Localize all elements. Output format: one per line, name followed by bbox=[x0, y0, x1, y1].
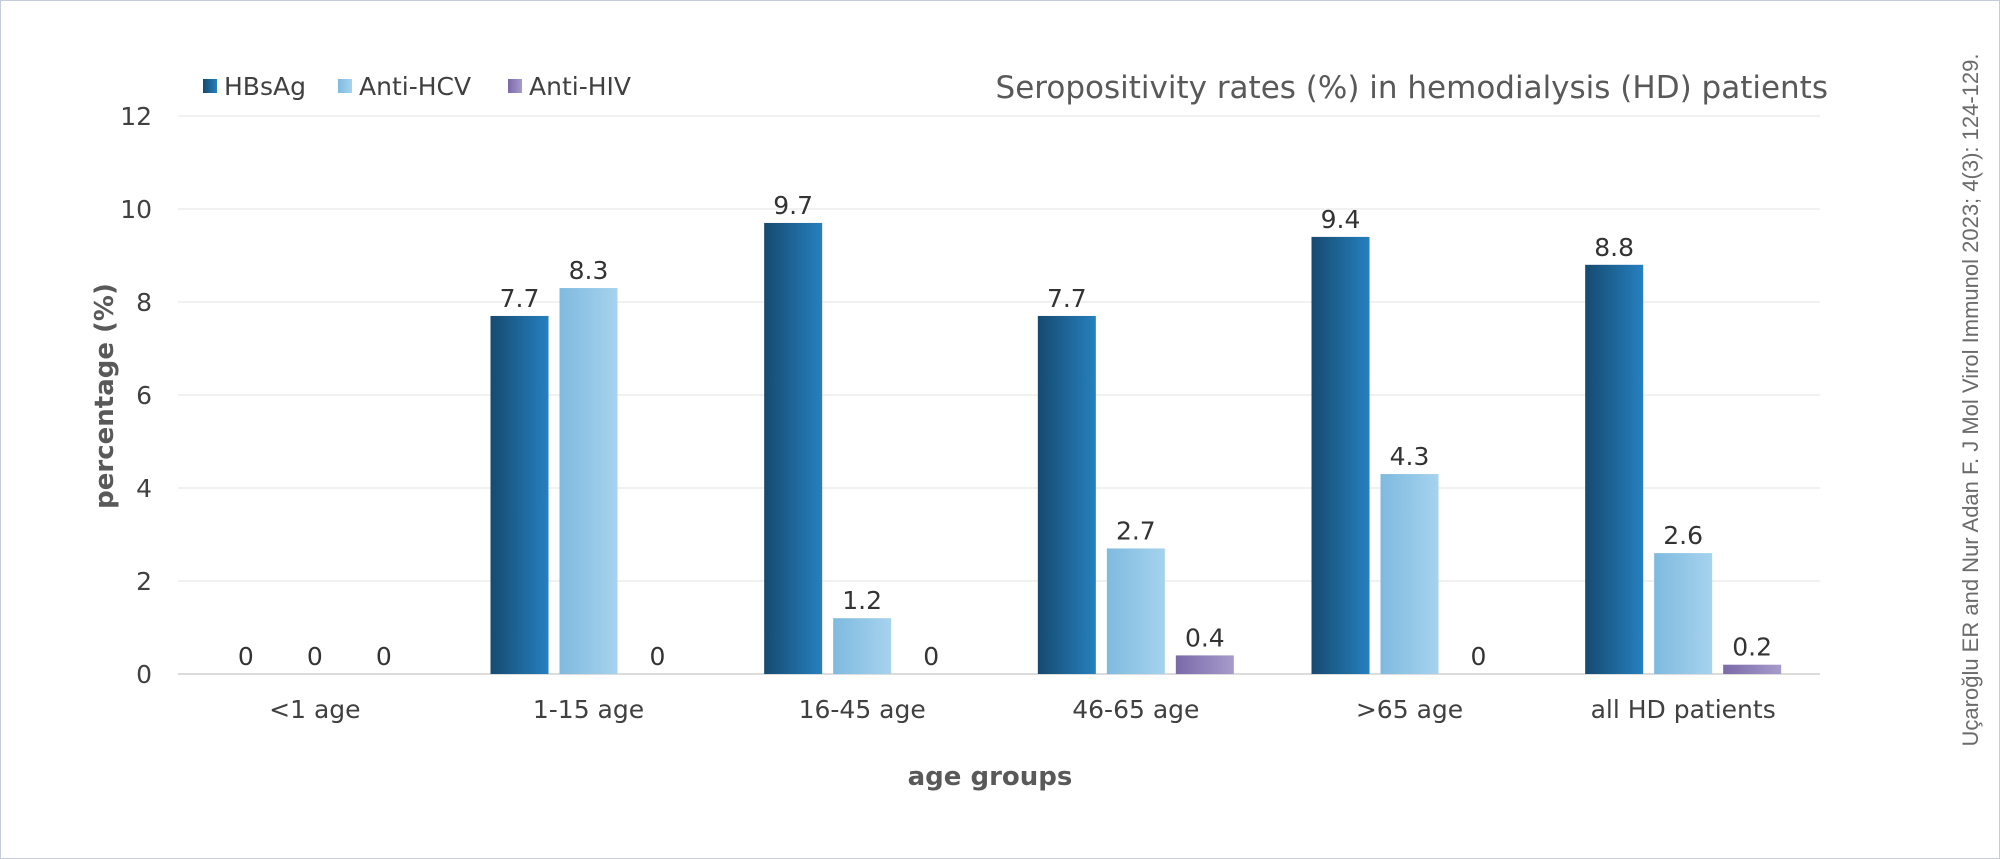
y-tick-label-0: 0 bbox=[136, 660, 152, 689]
bar-hbsag-all-hd-patients bbox=[1585, 264, 1644, 674]
x-tick-label-16-45-age: 16-45 age bbox=[799, 695, 926, 724]
x-tick-label-1-age: <1 age bbox=[269, 695, 360, 724]
gridlines bbox=[178, 115, 1820, 675]
data-label-anti-hcv-46-65-age: 2.7 bbox=[1116, 516, 1156, 545]
x-axis-title: age groups bbox=[908, 762, 1073, 792]
data-label-anti-hiv-1-15-age: 0 bbox=[650, 642, 666, 671]
y-tick-label-10: 10 bbox=[120, 195, 152, 224]
legend-label-anti-hcv: Anti-HCV bbox=[359, 72, 471, 101]
x-tick-label-1-15-age: 1-15 age bbox=[533, 695, 644, 724]
legend-swatch-anti-hiv bbox=[508, 79, 522, 93]
y-tick-label-6: 6 bbox=[136, 381, 152, 410]
legend: HBsAg Anti-HCV Anti-HIV bbox=[203, 72, 631, 101]
bar-anti-hcv-all-hd-patients bbox=[1654, 553, 1713, 674]
bar-hbsag-65-age bbox=[1311, 236, 1370, 674]
bar-anti-hiv-all-hd-patients bbox=[1723, 664, 1782, 674]
y-tick-label-12: 12 bbox=[120, 102, 152, 131]
data-label-anti-hcv-1-age: 0 bbox=[307, 642, 323, 671]
data-label-hbsag-65-age: 9.4 bbox=[1321, 205, 1361, 234]
data-label-hbsag-1-15-age: 7.7 bbox=[500, 284, 540, 313]
y-axis-title: percentage (%) bbox=[90, 283, 120, 509]
bar-anti-hcv-46-65-age bbox=[1106, 548, 1165, 674]
y-tick-label-4: 4 bbox=[136, 474, 152, 503]
data-label-hbsag-1-age: 0 bbox=[238, 642, 254, 671]
data-label-anti-hiv-46-65-age: 0.4 bbox=[1185, 623, 1225, 652]
legend-swatch-hbsag bbox=[203, 79, 217, 93]
legend-swatch-anti-hcv bbox=[338, 79, 352, 93]
y-tick-label-2: 2 bbox=[136, 567, 152, 596]
y-tick-label-8: 8 bbox=[136, 288, 152, 317]
data-label-anti-hcv-16-45-age: 1.2 bbox=[842, 586, 882, 615]
bar-anti-hcv-16-45-age bbox=[833, 618, 892, 674]
data-label-hbsag-46-65-age: 7.7 bbox=[1047, 284, 1087, 313]
citation-text: Uçaroğlu ER and Nur Adan F. J Mol Virol … bbox=[1958, 54, 1983, 747]
x-axis-ticks: <1 age 1-15 age 16-45 age 46-65 age >65 age a… bbox=[269, 695, 1776, 724]
data-label-anti-hiv-1-age: 0 bbox=[376, 642, 392, 671]
data-label-anti-hcv-all-hd-patients: 2.6 bbox=[1663, 521, 1703, 550]
x-tick-label-all-hd-patients: all HD patients bbox=[1591, 695, 1776, 724]
data-label-anti-hiv-65-age: 0 bbox=[1471, 642, 1487, 671]
data-label-hbsag-16-45-age: 9.7 bbox=[773, 191, 813, 220]
legend-label-hbsag: HBsAg bbox=[224, 72, 306, 101]
bar-hbsag-46-65-age bbox=[1037, 315, 1096, 674]
data-label-anti-hcv-1-15-age: 8.3 bbox=[569, 256, 609, 285]
legend-label-anti-hiv: Anti-HIV bbox=[529, 72, 631, 101]
bar-anti-hcv-1-15-age bbox=[559, 288, 618, 674]
data-labels: 0 0 0 7.7 8.3 0 9.7 1.2 0 7.7 2.7 0.4 9.4 4.3 0 8.8 2.6 0… bbox=[238, 191, 1772, 671]
x-tick-label-65-age: >65 age bbox=[1356, 695, 1463, 724]
y-axis-ticks: 0 2 4 6 8 10 12 bbox=[120, 102, 152, 689]
bar-anti-hiv-46-65-age bbox=[1175, 655, 1234, 674]
chart-title: Seropositivity rates (%) in hemodialysis… bbox=[996, 70, 1828, 106]
bar-hbsag-1-15-age bbox=[490, 315, 549, 674]
x-tick-label-46-65-age: 46-65 age bbox=[1072, 695, 1199, 724]
data-label-anti-hiv-16-45-age: 0 bbox=[923, 642, 939, 671]
bar-hbsag-16-45-age bbox=[764, 222, 823, 674]
bar-anti-hcv-65-age bbox=[1380, 474, 1439, 674]
data-label-anti-hcv-65-age: 4.3 bbox=[1390, 442, 1430, 471]
bars bbox=[490, 222, 1782, 674]
data-label-anti-hiv-all-hd-patients: 0.2 bbox=[1732, 633, 1772, 662]
data-label-hbsag-all-hd-patients: 8.8 bbox=[1594, 233, 1634, 262]
